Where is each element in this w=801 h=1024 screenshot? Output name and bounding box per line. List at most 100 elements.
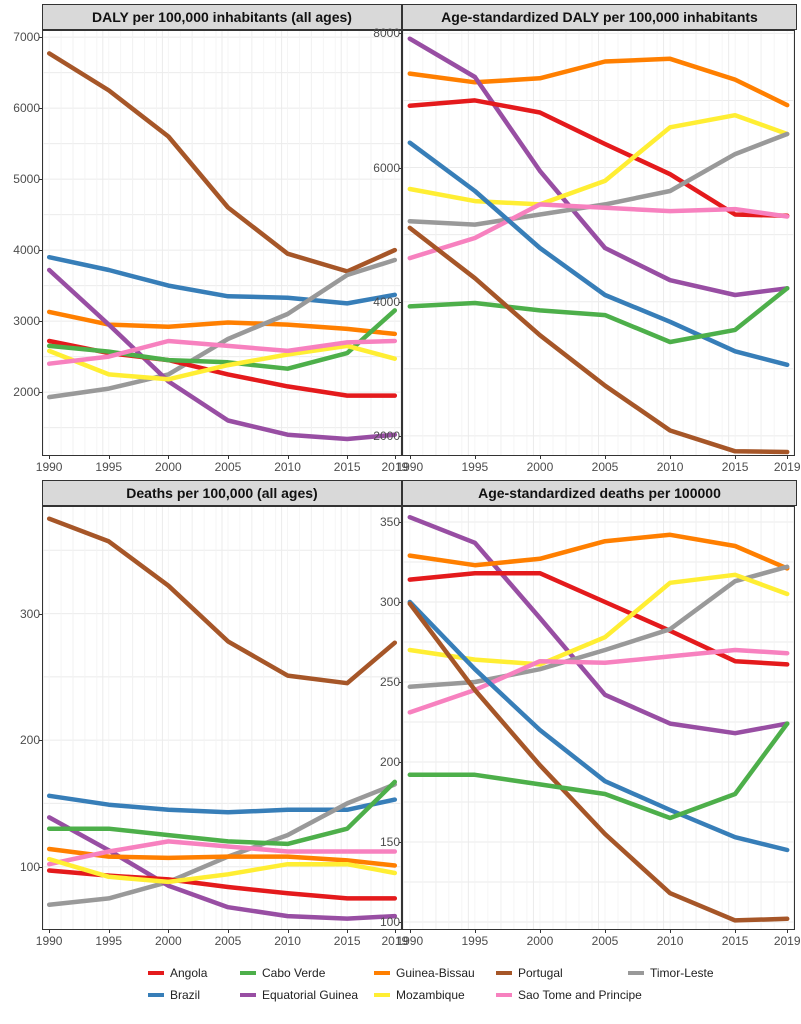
x-tick-label: 2000 — [526, 934, 554, 948]
y-tick-mark — [399, 602, 402, 603]
x-tick-label: 2005 — [591, 934, 619, 948]
chart-deaths — [42, 506, 402, 930]
x-tick-mark — [108, 930, 110, 933]
y-tick-label: 5000 — [13, 172, 40, 187]
x-tick-mark — [347, 456, 349, 459]
legend-swatch — [374, 993, 390, 997]
y-tick-label: 6000 — [373, 160, 400, 175]
panel-as-daly: Age-standardized DALY per 100,000 inhabi… — [402, 4, 797, 456]
y-tick-mark — [39, 613, 42, 615]
legend-item-equatorial-guinea: Equatorial Guinea — [240, 988, 358, 1002]
legend-swatch — [240, 993, 256, 997]
series-line-guinea-bissau — [46, 846, 398, 868]
series-line-portugal — [46, 516, 398, 686]
x-tick-mark — [227, 930, 229, 933]
panel-title: Age-standardized DALY per 100,000 inhabi… — [402, 4, 797, 30]
series-line-brazil — [407, 599, 790, 853]
series-line-cabo-verde — [407, 721, 790, 821]
y-tick-label: 150 — [379, 835, 400, 849]
legend-label: Angola — [170, 966, 208, 980]
x-tick-mark — [474, 930, 476, 933]
y-tick-mark — [399, 922, 402, 923]
x-tick-label: 1995 — [95, 460, 123, 474]
x-tick-mark — [227, 456, 229, 459]
series-line-mozambique — [407, 112, 790, 207]
series-line-portugal — [407, 225, 790, 455]
x-tick-mark — [735, 930, 737, 933]
y-tick-label: 4000 — [13, 243, 40, 258]
legend-item-angola: Angola — [148, 966, 207, 980]
x-tick-label: 2015 — [721, 934, 749, 948]
y-tick-mark — [399, 167, 402, 169]
x-tick-label: 1995 — [461, 460, 489, 474]
legend-swatch — [148, 993, 164, 997]
x-tick-mark — [287, 456, 289, 459]
legend-label: Portugal — [518, 966, 563, 980]
legend-label: Sao Tome and Principe — [518, 988, 642, 1002]
x-tick-mark — [409, 456, 411, 459]
series-line-cabo-verde — [46, 308, 398, 371]
x-tick-label: 1995 — [95, 934, 123, 948]
series-line-cabo-verde — [407, 286, 790, 345]
legend-label: Mozambique — [396, 988, 465, 1002]
x-tick-label: 1990 — [396, 460, 424, 474]
x-tick-mark — [168, 930, 170, 933]
y-tick-mark — [39, 321, 42, 323]
legend-item-sao-tome-and-principe: Sao Tome and Principe — [496, 988, 642, 1002]
legend-item-portugal: Portugal — [496, 966, 563, 980]
y-tick-mark — [399, 33, 402, 35]
series-line-equatorial-guinea — [46, 267, 398, 442]
y-tick-mark — [399, 522, 402, 523]
x-tick-mark — [605, 456, 606, 459]
chart-as-deaths — [402, 506, 795, 930]
y-tick-label: 8000 — [373, 26, 400, 41]
y-tick-mark — [39, 392, 42, 394]
x-tick-label: 2019 — [381, 934, 409, 948]
x-tick-mark — [394, 456, 396, 459]
panel-title: Age-standardized deaths per 100000 — [402, 480, 797, 506]
series-line-equatorial-guinea — [407, 514, 790, 736]
panel-as-deaths: Age-standardized deaths per 100000 — [402, 480, 797, 930]
x-tick-mark — [539, 456, 541, 459]
x-tick-mark — [394, 930, 396, 933]
x-tick-label: 2015 — [721, 460, 749, 474]
x-tick-label: 2005 — [214, 460, 242, 474]
y-tick-label: 100 — [19, 859, 40, 874]
x-tick-label: 2000 — [154, 934, 182, 948]
panel-daly: DALY per 100,000 inhabitants (all ages) — [42, 4, 402, 456]
y-tick-mark — [39, 179, 42, 181]
plot-frame — [42, 30, 402, 456]
legend-item-guinea-bissau: Guinea-Bissau — [374, 966, 475, 980]
legend-swatch — [240, 971, 256, 975]
x-tick-mark — [787, 930, 789, 933]
chart-daly — [42, 30, 402, 456]
y-tick-mark — [39, 108, 42, 110]
legend-swatch — [496, 971, 512, 975]
y-tick-mark — [39, 866, 42, 868]
x-tick-mark — [670, 456, 672, 459]
series-line-timor-leste — [407, 564, 790, 690]
x-tick-mark — [168, 456, 170, 459]
series-line-sao-tome-and-principe — [407, 202, 790, 261]
series-line-guinea-bissau — [407, 532, 790, 571]
legend-label: Guinea-Bissau — [396, 966, 475, 980]
series-line-portugal — [407, 601, 790, 923]
series-line-brazil — [46, 254, 398, 306]
plot-frame — [42, 506, 402, 930]
y-tick-mark — [399, 842, 402, 843]
x-tick-label: 2019 — [381, 460, 409, 474]
x-tick-mark — [108, 456, 110, 459]
x-tick-label: 2005 — [214, 934, 242, 948]
y-tick-mark — [39, 37, 42, 39]
series-line-mozambique — [407, 572, 790, 667]
x-tick-mark — [347, 930, 349, 933]
x-tick-label: 1990 — [396, 934, 424, 948]
x-tick-label: 2005 — [591, 460, 619, 474]
y-tick-label: 200 — [379, 755, 400, 769]
panel-title: Deaths per 100,000 (all ages) — [42, 480, 402, 506]
y-tick-mark — [399, 682, 402, 683]
legend-item-mozambique: Mozambique — [374, 988, 465, 1002]
series-line-cabo-verde — [46, 779, 398, 847]
legend-label: Cabo Verde — [262, 966, 326, 980]
x-tick-label: 1990 — [35, 934, 63, 948]
